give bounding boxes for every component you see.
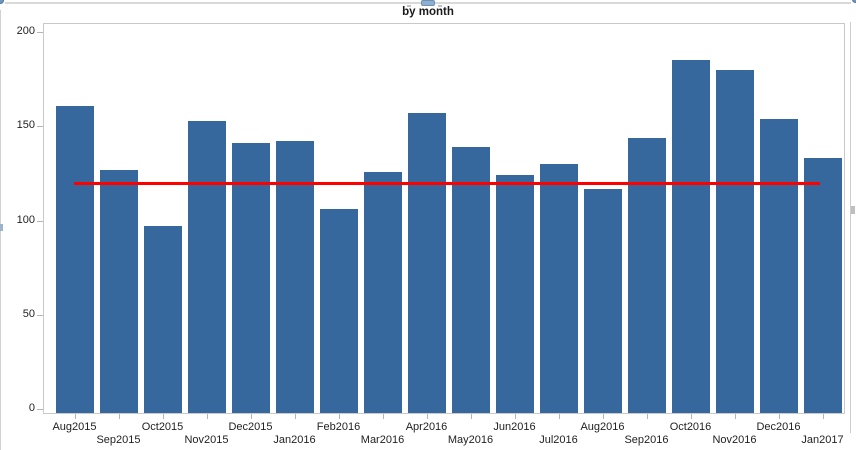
right-pane-border: [850, 22, 851, 433]
x-tick: [514, 414, 516, 419]
x-tick: [690, 414, 692, 419]
x-tick-label: May2016: [447, 434, 494, 446]
bar-Dec2015: [231, 143, 270, 413]
bar-Sep2015: [99, 169, 138, 413]
bar-Jul2016: [539, 164, 578, 413]
bar-Apr2016: [407, 113, 446, 413]
splitter-dot-icon: [407, 5, 411, 7]
x-tick-label: Jan2016: [273, 434, 316, 446]
y-tick-label: 150: [16, 119, 35, 131]
bar-Jan2016: [275, 141, 314, 413]
x-tick-label: Mar2016: [360, 434, 405, 446]
x-tick: [206, 414, 208, 419]
bar-Dec2016: [759, 118, 798, 413]
splitter-dot-icon: [438, 5, 442, 7]
y-tick-label: 0: [28, 402, 35, 414]
left-splitter-grip-icon[interactable]: [0, 224, 3, 231]
x-tick: [470, 414, 472, 419]
x-tick: [734, 414, 736, 419]
x-tick: [778, 414, 780, 419]
chart-title: by month: [402, 6, 454, 18]
splitter-grip-icon[interactable]: [421, 0, 435, 6]
y-tick: [37, 409, 43, 410]
x-tick-label: Oct2015: [141, 421, 184, 433]
x-tick: [822, 414, 824, 419]
x-tick-label: Jun2016: [493, 421, 536, 433]
x-tick-label: Dec2015: [228, 421, 273, 433]
x-tick: [118, 414, 120, 419]
x-tick-label: Sep2015: [96, 434, 141, 446]
x-tick-label: Aug2016: [580, 421, 625, 433]
bar-Mar2016: [363, 171, 402, 413]
x-tick: [558, 414, 560, 419]
x-tick-label: Apr2016: [405, 421, 448, 433]
y-tick: [37, 126, 43, 127]
x-tick: [426, 414, 428, 419]
x-tick: [602, 414, 604, 419]
bar-Jan2017: [803, 158, 842, 413]
y-tick: [37, 315, 43, 316]
bar-Oct2016: [671, 60, 710, 413]
x-tick-label: Jul2016: [539, 434, 578, 446]
x-tick-label: Feb2016: [316, 421, 361, 433]
bar-Aug2016: [583, 188, 622, 413]
y-tick-label: 100: [16, 214, 35, 226]
window-corner-handle-left-icon[interactable]: [0, 0, 4, 4]
x-tick-label: Jan2017: [801, 434, 844, 446]
y-tick-label: 50: [22, 308, 35, 320]
y-tick: [37, 32, 43, 33]
x-tick: [250, 414, 252, 419]
bar-Oct2015: [143, 226, 182, 413]
x-tick-label: Nov2016: [712, 434, 757, 446]
x-tick-label: Oct2016: [669, 421, 712, 433]
x-tick-label: Dec2016: [756, 421, 801, 433]
bar-Sep2016: [627, 137, 666, 413]
y-tick-label: 200: [16, 25, 35, 37]
reference-line: [74, 182, 820, 185]
bar-Jun2016: [495, 175, 534, 413]
bar-Nov2016: [715, 69, 754, 413]
bar-Aug2015: [55, 105, 94, 413]
x-tick: [382, 414, 384, 419]
x-tick: [338, 414, 340, 419]
right-splitter-grip-icon[interactable]: [851, 206, 855, 214]
x-tick: [294, 414, 296, 419]
bar-Feb2016: [319, 209, 358, 413]
x-tick-label: Sep2016: [624, 434, 669, 446]
x-tick: [646, 414, 648, 419]
window-corner-handle-right-icon[interactable]: [852, 0, 856, 3]
y-tick: [37, 221, 43, 222]
x-tick: [74, 414, 76, 419]
x-tick-label: Aug2015: [52, 421, 97, 433]
x-tick: [162, 414, 164, 419]
bar-Nov2015: [187, 120, 226, 413]
x-tick-label: Nov2015: [184, 434, 229, 446]
bar-May2016: [451, 147, 490, 413]
